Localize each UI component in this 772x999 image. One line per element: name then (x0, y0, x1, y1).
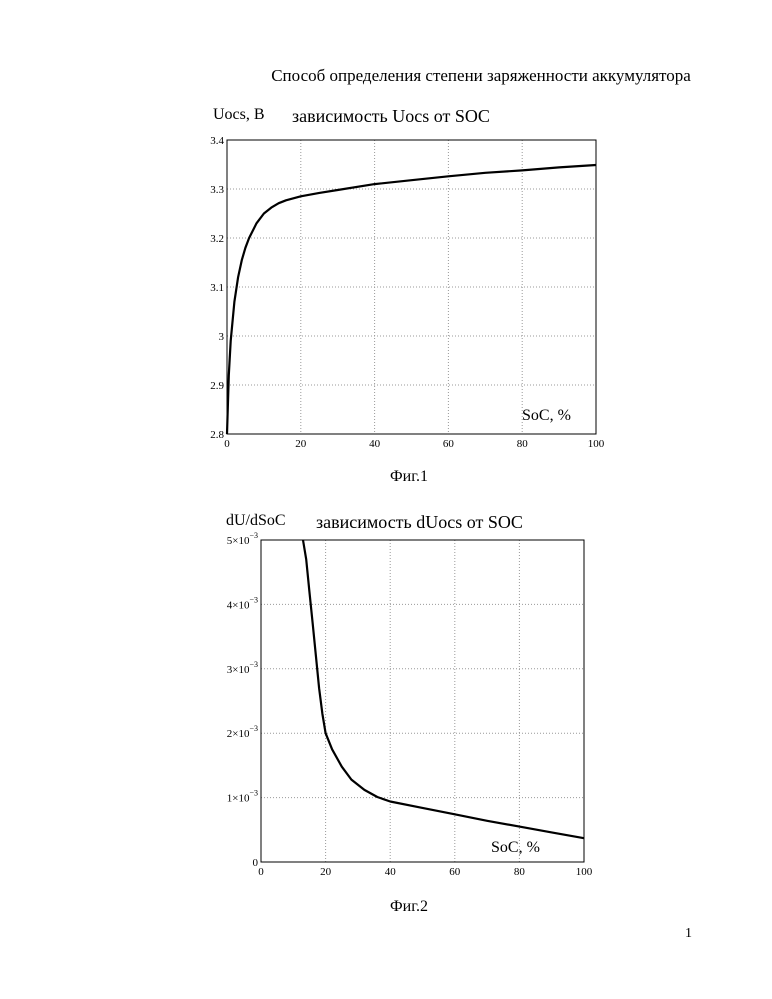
x-tick-label: 20 (320, 866, 332, 878)
y-tick-label: 0 (253, 857, 259, 869)
x-axis-label: SoC, % (491, 839, 540, 856)
y-tick-label: 3×10−3 (227, 660, 258, 676)
y-tick-label: 4×10−3 (227, 595, 258, 611)
x-tick-label: 40 (385, 866, 397, 878)
x-tick-label: 60 (449, 866, 461, 878)
x-tick-label: 100 (576, 866, 593, 878)
x-tick-label: 80 (514, 866, 526, 878)
y-axis-label: dU/dSoC (226, 512, 286, 529)
x-tick-label: 0 (258, 866, 264, 878)
page-number: 1 (685, 926, 692, 942)
y-tick-label: 1×10−3 (227, 789, 258, 805)
series-line (303, 540, 584, 838)
y-tick-label: 2×10−3 (227, 724, 258, 740)
y-tick-label: 5×10−3 (227, 531, 258, 547)
figure-caption-2: Фиг.2 (390, 898, 428, 916)
chart-title: зависимость dUocs от SOC (316, 512, 523, 532)
chart-duocs-vs-soc: 0 20 40 60 80 100 0 1×10−3 2×10−3 3×10−3 4×10−3 5×1… (0, 0, 772, 900)
